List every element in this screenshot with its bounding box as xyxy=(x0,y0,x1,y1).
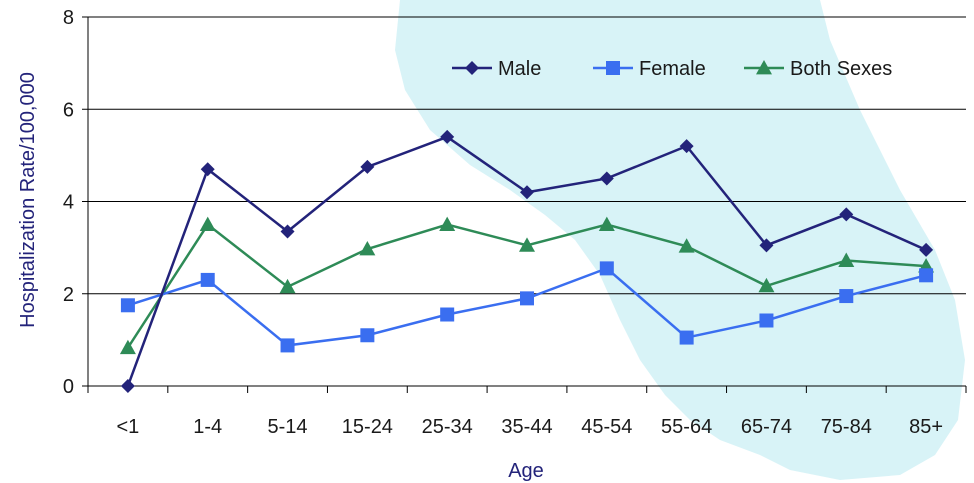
data-point-both-sexes xyxy=(439,216,456,231)
data-point-female xyxy=(280,338,295,353)
data-point-both-sexes xyxy=(678,238,695,253)
legend-marker-female xyxy=(606,61,620,75)
x-tick-label: 1-4 xyxy=(193,416,222,438)
y-tick-label: 4 xyxy=(63,192,74,214)
x-tick-label: <1 xyxy=(117,416,140,438)
x-tick-label: 65-74 xyxy=(741,416,792,438)
legend-label-male: Male xyxy=(498,58,541,80)
y-tick-label: 2 xyxy=(63,284,74,306)
data-point-both-sexes xyxy=(758,277,775,293)
data-point-male xyxy=(280,224,295,239)
legend-marker-male xyxy=(465,61,479,75)
data-point-male xyxy=(839,207,854,222)
data-point-male xyxy=(360,159,375,174)
series-layer xyxy=(119,129,935,393)
data-point-male xyxy=(679,139,694,154)
data-point-female xyxy=(679,330,694,345)
y-tick-labels: 0 2 4 6 8 xyxy=(63,7,74,398)
data-point-female xyxy=(440,307,455,322)
x-tick-label: 55-64 xyxy=(661,416,712,438)
y-tick-label: 6 xyxy=(63,99,74,121)
data-point-male xyxy=(599,171,614,186)
data-point-female xyxy=(360,328,375,343)
data-point-female xyxy=(839,289,854,304)
x-tick-label: 15-24 xyxy=(342,416,393,438)
legend: Male Female Both Sexes xyxy=(452,58,892,80)
y-tick-label: 8 xyxy=(63,7,74,29)
data-point-male xyxy=(120,379,135,393)
data-point-female xyxy=(120,298,135,313)
data-point-both-sexes xyxy=(119,339,136,355)
data-point-male xyxy=(440,129,455,144)
axes xyxy=(87,17,967,393)
gridlines xyxy=(82,16,966,387)
data-point-female xyxy=(759,313,774,328)
legend-label-female: Female xyxy=(639,58,706,80)
background-map-shape xyxy=(395,0,965,480)
data-point-female xyxy=(599,261,614,276)
data-point-male xyxy=(520,185,534,200)
data-point-female xyxy=(919,268,934,283)
y-axis-title: Hospitalization Rate/100,000 xyxy=(17,72,39,328)
data-point-both-sexes xyxy=(279,278,296,294)
x-tick-labels: <1 1-4 5-14 15-24 25-34 35-44 45-54 55-64 65-74 7… xyxy=(117,416,944,438)
x-axis-title: Age xyxy=(508,460,544,482)
legend-marker-both-sexes xyxy=(756,60,772,75)
data-point-male xyxy=(759,238,774,253)
data-point-both-sexes xyxy=(519,237,535,252)
data-point-male xyxy=(200,162,215,177)
data-point-both-sexes xyxy=(199,216,216,231)
data-point-female xyxy=(520,291,534,306)
x-tick-label: 85+ xyxy=(909,416,943,438)
data-point-both-sexes xyxy=(838,252,855,267)
x-tick-label: 35-44 xyxy=(501,416,552,438)
data-point-male xyxy=(919,242,934,257)
x-tick-label: 5-14 xyxy=(268,416,308,438)
data-point-both-sexes xyxy=(359,241,376,256)
data-point-both-sexes xyxy=(598,216,615,231)
x-tick-label: 25-34 xyxy=(422,416,473,438)
y-tick-label: 0 xyxy=(63,376,74,398)
x-tick-label: 45-54 xyxy=(581,416,632,438)
data-point-female xyxy=(200,272,215,287)
x-tick-label: 75-84 xyxy=(821,416,872,438)
legend-label-both-sexes: Both Sexes xyxy=(790,58,892,80)
